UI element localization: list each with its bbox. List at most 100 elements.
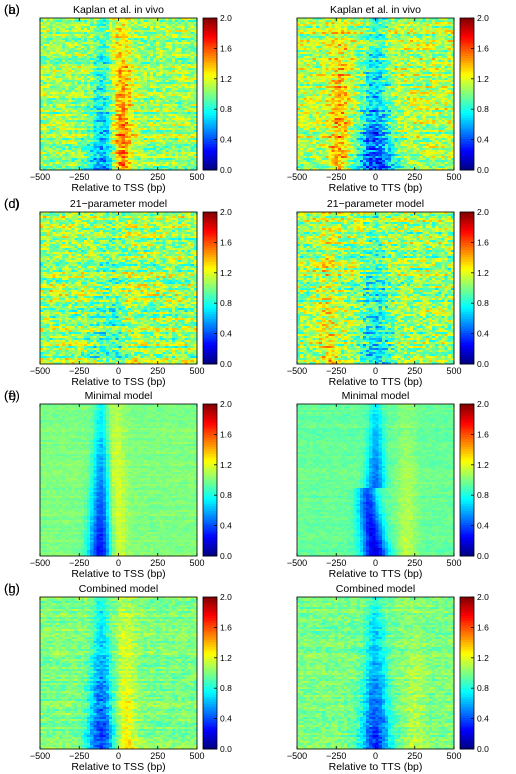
- x-axis-label: Relative to TSS (bp): [71, 761, 165, 773]
- colorbar-tick-label: 2.0: [477, 592, 489, 602]
- x-tick-label: 500: [189, 558, 204, 568]
- x-tick-label: 0: [373, 366, 378, 376]
- x-tick-label: 250: [407, 172, 422, 182]
- colorbar-tick-label: 0.8: [477, 104, 489, 114]
- colorbar: [203, 212, 217, 365]
- x-tick-label: −250: [69, 558, 89, 568]
- colorbar: [203, 18, 217, 171]
- colorbar-tick-label: 0.0: [477, 744, 489, 754]
- panel-label: (h): [4, 581, 20, 596]
- colorbar-tick-label: 1.2: [220, 74, 232, 84]
- colorbar-tick-label: 1.6: [220, 622, 232, 632]
- panel-title: Kaplan et al. in vivo: [73, 4, 164, 16]
- colorbar-tick-label: 1.6: [477, 622, 489, 632]
- colorbar-tick-label: 0.8: [220, 490, 232, 500]
- x-tick-label: −250: [69, 366, 89, 376]
- colorbar-tick-label: 0.8: [477, 490, 489, 500]
- x-tick-label: −500: [30, 366, 50, 376]
- colorbar-tick-label: 2.0: [477, 13, 489, 23]
- panel-title: 21−parameter model: [70, 198, 167, 210]
- x-tick-label: 0: [116, 172, 121, 182]
- x-tick-label: −500: [30, 558, 50, 568]
- colorbar: [203, 597, 217, 750]
- heatmap-panel-2: (c) 21−parameter model−500 −250 0 250 500Rela…: [4, 196, 232, 388]
- colorbar: [460, 597, 474, 750]
- colorbar-tick-label: 1.6: [220, 429, 232, 439]
- x-tick-label: −500: [287, 172, 307, 182]
- colorbar-tick-label: 0.0: [220, 359, 232, 369]
- panel-title: Minimal model: [85, 390, 153, 402]
- colorbar-tick-label: 1.2: [477, 653, 489, 663]
- colorbar-tick-label: 0.4: [220, 714, 232, 724]
- x-tick-label: −250: [326, 172, 346, 182]
- x-axis-label: Relative to TSS (bp): [71, 182, 165, 194]
- colorbar-tick-label: 1.2: [477, 268, 489, 278]
- x-axis-label: Relative to TTS (bp): [329, 761, 423, 773]
- colorbar-tick-label: 0.4: [220, 135, 232, 145]
- x-tick-label: 250: [407, 366, 422, 376]
- colorbar-tick-label: 1.2: [220, 460, 232, 470]
- x-axis-label: Relative to TSS (bp): [71, 568, 165, 580]
- colorbar-tick-label: 0.0: [477, 551, 489, 561]
- colorbar-tick-label: 0.0: [220, 165, 232, 175]
- colorbar-tick-label: 2.0: [477, 399, 489, 409]
- x-tick-label: −500: [287, 558, 307, 568]
- heatmap-cells: [40, 212, 197, 364]
- colorbar-tick-label: 0.8: [220, 683, 232, 693]
- heatmap-cells: [297, 18, 454, 170]
- panel-title: Combined model: [79, 583, 158, 595]
- x-tick-label: 0: [373, 172, 378, 182]
- colorbar-tick-label: 1.2: [220, 268, 232, 278]
- x-tick-label: 250: [150, 558, 165, 568]
- panel-label: (d): [4, 196, 20, 211]
- x-tick-label: −250: [326, 558, 346, 568]
- colorbar-tick-label: 0.8: [477, 683, 489, 693]
- colorbar-tick-label: 0.8: [477, 298, 489, 308]
- colorbar: [460, 404, 474, 557]
- x-tick-label: −500: [287, 751, 307, 761]
- x-tick-label: 0: [116, 751, 121, 761]
- x-tick-label: 0: [116, 558, 121, 568]
- heatmap-cells: [40, 404, 197, 556]
- x-tick-label: 0: [373, 751, 378, 761]
- x-tick-label: 0: [116, 366, 121, 376]
- x-axis-label: Relative to TTS (bp): [329, 376, 423, 388]
- panel-title: Minimal model: [342, 390, 410, 402]
- colorbar: [460, 212, 474, 365]
- heatmap-cells: [297, 212, 454, 364]
- colorbar-tick-label: 2.0: [220, 207, 232, 217]
- heatmap-cells: [40, 597, 197, 749]
- colorbar-tick-label: 1.2: [477, 74, 489, 84]
- x-tick-label: −250: [69, 172, 89, 182]
- panel-title: Kaplan et al. in vivo: [330, 4, 421, 16]
- colorbar-tick-label: 1.6: [220, 237, 232, 247]
- x-tick-label: 0: [373, 558, 378, 568]
- heatmap-cells: [40, 18, 197, 170]
- x-tick-label: −500: [30, 751, 50, 761]
- colorbar-tick-label: 0.4: [477, 329, 489, 339]
- heatmap-cells: [297, 404, 454, 556]
- colorbar-tick-label: 1.2: [477, 460, 489, 470]
- colorbar-tick-label: 0.8: [220, 104, 232, 114]
- colorbar-tick-label: 1.6: [477, 429, 489, 439]
- heatmap-panel-4: (e) Minimal model−500 −250 0 250 500Relative …: [4, 388, 232, 580]
- colorbar-tick-label: 2.0: [220, 13, 232, 23]
- colorbar-tick-label: 0.4: [477, 135, 489, 145]
- heatmap-panel-0: (a) Kaplan et al. in vivo−500 −250 0 250 500R…: [4, 2, 232, 194]
- x-tick-label: −250: [326, 366, 346, 376]
- colorbar-tick-label: 1.6: [477, 43, 489, 53]
- heatmap-panel-6: (g) Combined model−500 −250 0 250 500Relative…: [4, 581, 232, 773]
- colorbar-tick-label: 1.2: [220, 653, 232, 663]
- x-tick-label: 500: [446, 558, 461, 568]
- panel-title: 21−parameter model: [327, 198, 424, 210]
- x-tick-label: 250: [150, 172, 165, 182]
- colorbar-tick-label: 2.0: [220, 592, 232, 602]
- x-tick-label: 500: [446, 366, 461, 376]
- x-tick-label: 250: [407, 751, 422, 761]
- x-tick-label: 500: [189, 366, 204, 376]
- colorbar-tick-label: 0.0: [477, 165, 489, 175]
- x-tick-label: 500: [446, 172, 461, 182]
- colorbar-tick-label: 0.4: [220, 329, 232, 339]
- panel-label: (b): [4, 2, 20, 17]
- x-tick-label: −250: [326, 751, 346, 761]
